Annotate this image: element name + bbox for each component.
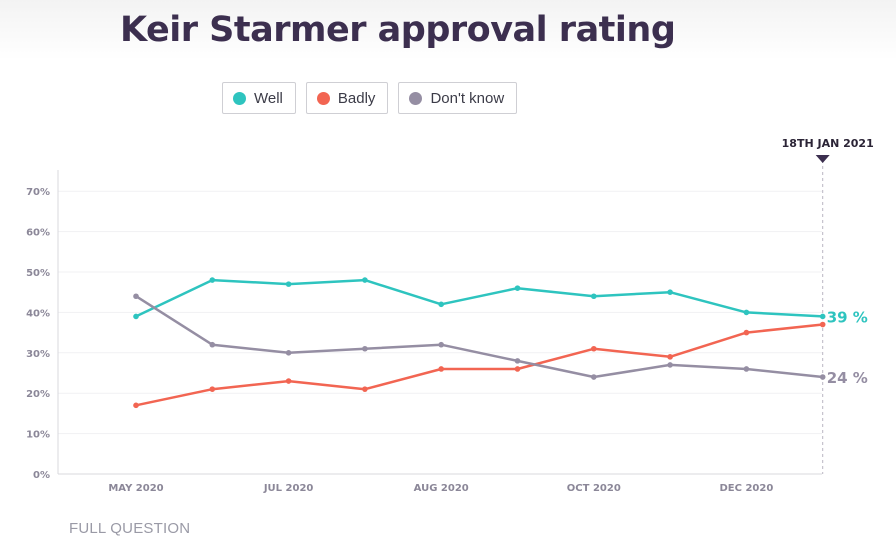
data-point[interactable] xyxy=(667,362,673,368)
y-tick-label: 30% xyxy=(26,349,50,360)
data-point[interactable] xyxy=(362,386,368,392)
data-point[interactable] xyxy=(438,301,445,308)
y-tick-label: 10% xyxy=(26,430,50,441)
data-point[interactable] xyxy=(743,309,750,316)
data-point[interactable] xyxy=(209,277,216,283)
data-point[interactable] xyxy=(133,402,139,409)
legend: Well Badly Don't know xyxy=(222,82,518,114)
end-value-label: 24 % xyxy=(827,369,868,387)
data-point[interactable] xyxy=(438,341,445,348)
y-tick-label: 20% xyxy=(26,389,50,400)
data-point[interactable] xyxy=(743,329,750,336)
x-tick-label: MAY 2020 xyxy=(108,483,163,494)
data-point[interactable] xyxy=(819,374,826,380)
data-point[interactable] xyxy=(362,345,368,352)
x-tick-label: DEC 2020 xyxy=(720,483,774,494)
data-point[interactable] xyxy=(133,313,139,320)
data-point[interactable] xyxy=(514,366,521,372)
data-point[interactable] xyxy=(591,293,597,300)
x-tick-label: JUL 2020 xyxy=(263,483,314,494)
data-point[interactable] xyxy=(133,293,139,300)
y-tick-label: 70% xyxy=(26,187,50,198)
data-point[interactable] xyxy=(819,313,826,320)
legend-label: Badly xyxy=(337,89,376,107)
data-point[interactable] xyxy=(514,285,521,291)
x-tick-label: AUG 2020 xyxy=(414,483,469,494)
data-point[interactable] xyxy=(591,345,597,352)
date-marker-triangle-icon xyxy=(815,155,830,163)
legend-dot-icon xyxy=(233,91,246,105)
x-tick-label: OCT 2020 xyxy=(567,483,621,494)
data-point[interactable] xyxy=(209,341,216,348)
data-point[interactable] xyxy=(514,358,521,364)
data-point[interactable] xyxy=(209,386,216,392)
data-point[interactable] xyxy=(285,281,292,287)
date-marker-label: 18TH JAN 2021 xyxy=(782,137,874,150)
data-point[interactable] xyxy=(285,350,292,356)
full-question-link[interactable]: FULL QUESTION xyxy=(69,520,191,537)
data-point[interactable] xyxy=(743,366,750,372)
data-point[interactable] xyxy=(438,366,445,372)
series-line-don-t-know xyxy=(134,294,824,379)
legend-label: Don't know xyxy=(430,89,505,107)
y-tick-label: 0% xyxy=(33,470,50,481)
legend-dot-icon xyxy=(316,91,330,105)
data-point[interactable] xyxy=(591,374,597,380)
legend-dot-icon xyxy=(409,91,423,105)
legend-item-well[interactable]: Well xyxy=(222,82,296,114)
data-point[interactable] xyxy=(285,378,292,384)
chart-title: Keir Starmer approval rating xyxy=(120,10,676,50)
data-point[interactable] xyxy=(667,289,673,296)
data-point[interactable] xyxy=(362,277,368,283)
y-tick-label: 40% xyxy=(26,308,50,319)
data-point[interactable] xyxy=(667,354,673,360)
legend-item-badly[interactable]: Badly xyxy=(305,82,389,114)
data-point[interactable] xyxy=(819,321,826,328)
legend-label: Well xyxy=(254,89,283,107)
legend-item-dont-know[interactable]: Don't know xyxy=(398,82,518,114)
y-tick-label: 60% xyxy=(26,228,50,239)
end-value-label: 39 % xyxy=(827,308,868,326)
series-line-badly xyxy=(134,323,824,407)
y-tick-label: 50% xyxy=(26,268,50,279)
series-line-well xyxy=(134,278,824,318)
